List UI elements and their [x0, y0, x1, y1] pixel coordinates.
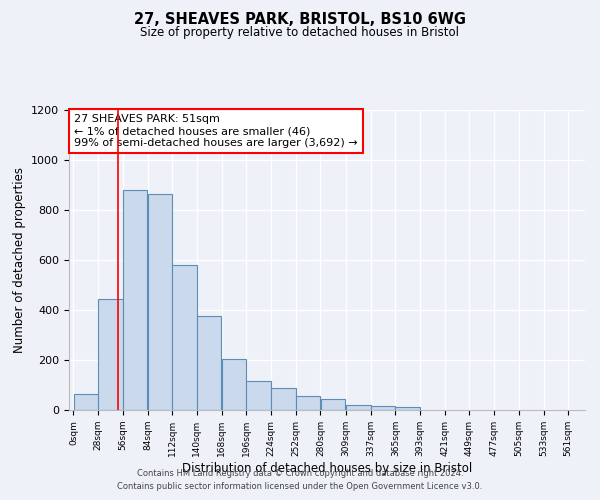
Bar: [74, 394, 98, 410]
Bar: [346, 405, 371, 410]
Bar: [320, 399, 345, 410]
Bar: [271, 388, 296, 410]
Text: Contains HM Land Registry data © Crown copyright and database right 2024.: Contains HM Land Registry data © Crown c…: [137, 468, 463, 477]
Bar: [222, 359, 246, 410]
Bar: [296, 396, 320, 410]
Bar: [395, 407, 420, 410]
Bar: [148, 194, 172, 410]
Bar: [172, 265, 197, 410]
Text: 27, SHEAVES PARK, BRISTOL, BS10 6WG: 27, SHEAVES PARK, BRISTOL, BS10 6WG: [134, 12, 466, 28]
Bar: [197, 316, 221, 410]
Bar: [123, 190, 148, 410]
Text: 27 SHEAVES PARK: 51sqm
← 1% of detached houses are smaller (46)
99% of semi-deta: 27 SHEAVES PARK: 51sqm ← 1% of detached …: [74, 114, 358, 148]
Bar: [98, 298, 122, 410]
Bar: [247, 381, 271, 410]
X-axis label: Distribution of detached houses by size in Bristol: Distribution of detached houses by size …: [182, 462, 472, 474]
Text: Contains public sector information licensed under the Open Government Licence v3: Contains public sector information licen…: [118, 482, 482, 491]
Y-axis label: Number of detached properties: Number of detached properties: [13, 167, 26, 353]
Bar: [371, 406, 395, 410]
Text: Size of property relative to detached houses in Bristol: Size of property relative to detached ho…: [140, 26, 460, 39]
